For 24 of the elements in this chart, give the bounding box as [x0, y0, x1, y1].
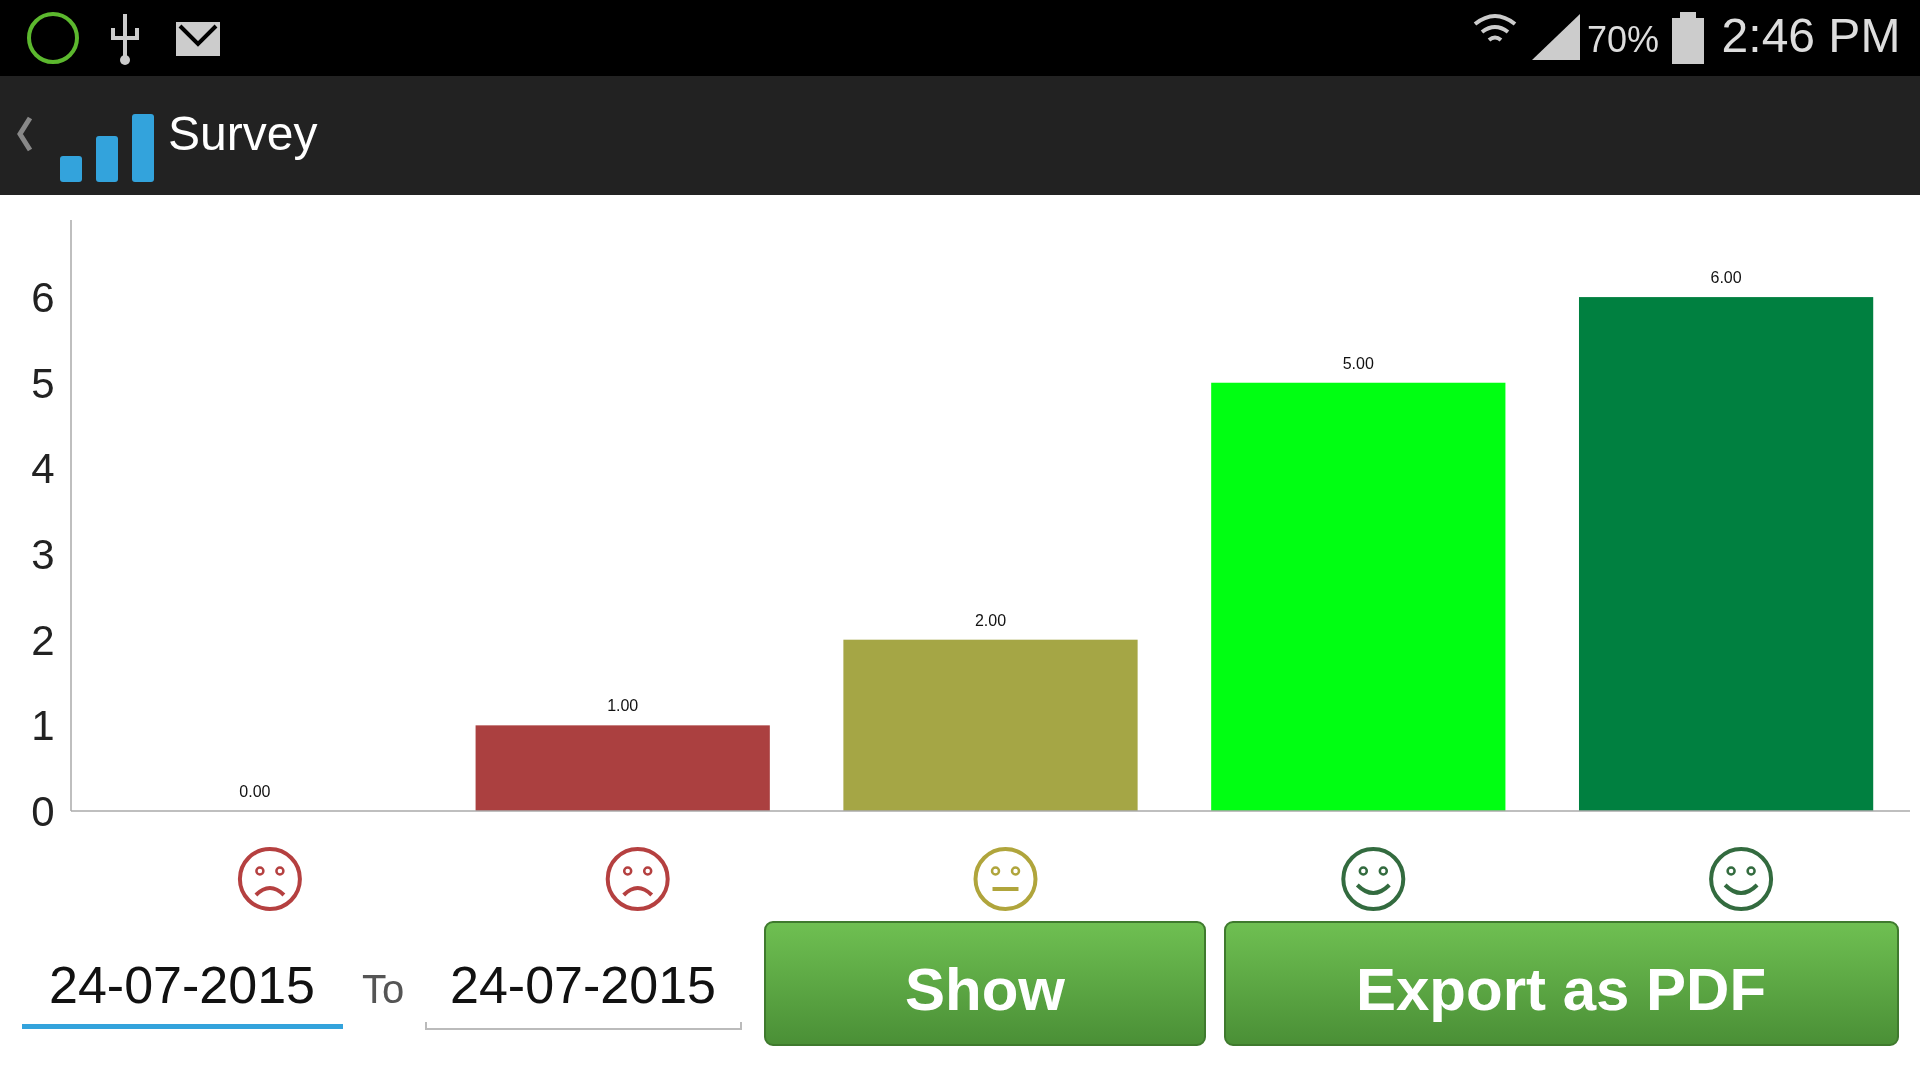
data-label: 2.00: [974, 611, 1007, 629]
text: 70%: [1586, 19, 1660, 60]
bar: [843, 639, 1138, 811]
text: Export as PDF: [1355, 956, 1767, 1023]
bar: [475, 725, 770, 811]
text: 2:46 PM: [1721, 9, 1901, 62]
bar: [1211, 382, 1506, 811]
y-tick-label: 4: [31, 445, 55, 493]
data-label: 5.00: [1342, 354, 1374, 372]
text: 24-07-2015: [450, 956, 716, 1014]
y-tick-label: 5: [31, 359, 55, 407]
text: 24-07-2015: [49, 956, 315, 1014]
chart-title: Survey: [168, 107, 318, 160]
bar: [1578, 297, 1874, 811]
y-tick-label: 3: [31, 531, 55, 579]
text: Show: [905, 956, 1066, 1023]
data-label: 0.00: [239, 783, 271, 800]
data-label: 1.00: [607, 697, 639, 715]
y-tick-label: 0: [31, 788, 55, 835]
text: To: [361, 967, 405, 1011]
y-tick-label: 2: [31, 616, 55, 664]
data-label: 6.00: [1710, 269, 1742, 287]
y-tick-label: 6: [31, 274, 55, 322]
y-tick-label: 1: [31, 702, 55, 750]
